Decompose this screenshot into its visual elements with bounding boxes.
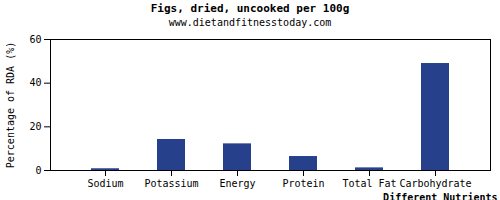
svg-text:40: 40 <box>29 77 41 88</box>
html-text:Figs, dried, uncooked per 100g: Figs, dried, uncooked per 100g <box>150 2 350 15</box>
html-text:www.dietandfitnesstoday.com: www.dietandfitnesstoday.com <box>168 17 332 28</box>
svg-text:Protein: Protein <box>282 178 324 189</box>
svg-text:Sodium: Sodium <box>87 178 123 189</box>
svg-text:Energy: Energy <box>219 178 255 189</box>
svg-text:0: 0 <box>35 165 41 176</box>
svg-text:20: 20 <box>29 121 41 132</box>
svg-text:Percentage of RDA (%): Percentage of RDA (%) <box>5 42 16 168</box>
svg-text:Potassium: Potassium <box>144 178 198 189</box>
svg-text:Different Nutrients: Different Nutrients <box>383 192 497 200</box>
svg-text:Carbohydrate: Carbohydrate <box>399 178 471 189</box>
svg-text:60: 60 <box>29 34 41 45</box>
svg-text:Total Fat: Total Fat <box>342 178 396 189</box>
